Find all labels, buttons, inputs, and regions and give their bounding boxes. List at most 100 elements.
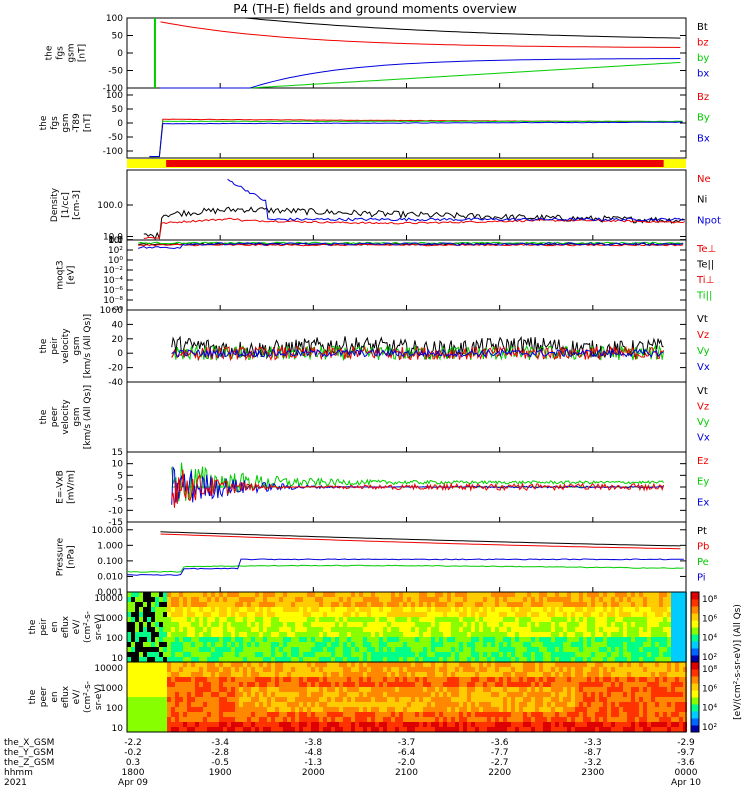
spectrogram-cell [459, 672, 463, 677]
spectrogram-cell [143, 607, 147, 612]
spectrogram-cell [419, 722, 423, 727]
spectrogram-cell [543, 707, 547, 712]
spectrogram-cell [387, 707, 391, 712]
spectrogram-cell [235, 727, 239, 732]
spectrogram-cell [579, 627, 583, 632]
spectrogram-cell [175, 627, 179, 632]
spectrogram-cell [495, 687, 499, 692]
spectrogram-cell [451, 727, 455, 732]
spectrogram-cell [571, 622, 575, 627]
spectrogram-cell [435, 647, 439, 652]
spectrogram-cell [667, 692, 671, 697]
spectrogram-cell [167, 717, 171, 722]
spectrogram-cell [559, 652, 563, 657]
spectrogram-cell [579, 657, 583, 662]
spectrogram-cell [139, 667, 143, 672]
spectrogram-cell [251, 592, 255, 597]
spectrogram-cell [411, 662, 415, 667]
spectrogram-cell [523, 662, 527, 667]
spectrogram-cell [507, 642, 511, 647]
y-tick-label: 1000 [100, 614, 123, 624]
spectrogram-cell [535, 642, 539, 647]
spectrogram-cell [495, 717, 499, 722]
spectrogram-cell [491, 607, 495, 612]
spectrogram-cell [439, 677, 443, 682]
spectrogram-cell [355, 727, 359, 732]
spectrogram-cell [251, 652, 255, 657]
spectrogram-cell [639, 722, 643, 727]
spectrogram-cell [499, 707, 503, 712]
spectrogram-cell [567, 697, 571, 702]
spectrogram-cell [295, 667, 299, 672]
spectrogram-cell [199, 727, 203, 732]
spectrogram-cell [423, 682, 427, 687]
spectrogram-cell [535, 607, 539, 612]
spectrogram-cell [559, 612, 563, 617]
series-line [138, 242, 684, 250]
spectrogram-cell [167, 667, 171, 672]
x-tick-label: -3.6 [491, 738, 509, 748]
spectrogram-cell [159, 702, 163, 707]
spectrogram-cell [223, 652, 227, 657]
legend-entry: Pe [697, 557, 709, 568]
spectrogram-cell [175, 592, 179, 597]
spectrogram-cell [315, 717, 319, 722]
spectrogram-cell [487, 677, 491, 682]
spectrogram-cell [151, 712, 155, 717]
spectrogram-cell [191, 727, 195, 732]
spectrogram-cell [207, 637, 211, 642]
spectrogram-cell [283, 672, 287, 677]
spectrogram-cell [635, 652, 639, 657]
spectrogram-cell [627, 677, 631, 682]
spectrogram-cell [663, 687, 667, 692]
spectrogram-cell [359, 612, 363, 617]
spectrogram-cell [275, 657, 279, 662]
spectrogram-cell [651, 667, 655, 672]
series-line [126, 564, 684, 573]
spectrogram-cell [139, 612, 143, 617]
spectrogram-cell [399, 642, 403, 647]
spectrogram-cell [283, 687, 287, 692]
spectrogram-cell [507, 677, 511, 682]
spectrogram-cell [375, 617, 379, 622]
colorbar-tick: 10⁶ [702, 614, 717, 624]
spectrogram-cell [411, 637, 415, 642]
legend-entry: Te|| [696, 260, 714, 271]
spectrogram-cell [591, 717, 595, 722]
spectrogram-cell [543, 597, 547, 602]
spectrogram-cell [639, 627, 643, 632]
spectrogram-cell [547, 592, 551, 597]
spectrogram-cell [175, 602, 179, 607]
y-axis-label: [cm-3] [72, 190, 82, 220]
spectrogram-cell [167, 692, 171, 697]
spectrogram-cell [159, 657, 163, 662]
spectrogram-cell [447, 592, 451, 597]
spectrogram-cell [555, 607, 559, 612]
spectrogram-cell [675, 692, 679, 697]
spectrogram-cell [579, 702, 583, 707]
spectrogram-cell [259, 662, 263, 667]
spectrogram-cell [195, 652, 199, 657]
spectrogram-cell [263, 627, 267, 632]
spectrogram-cell [451, 642, 455, 647]
spectrogram-cell [211, 657, 215, 662]
spectrogram-cell [243, 672, 247, 677]
spectrogram-cell [527, 687, 531, 692]
spectrogram-cell [383, 672, 387, 677]
spectrogram-cell [547, 657, 551, 662]
spectrogram-cell [631, 612, 635, 617]
spectrogram-cell [647, 612, 651, 617]
spectrogram-cell [299, 602, 303, 607]
spectrogram-cell [231, 702, 235, 707]
spectrogram-cell [279, 692, 283, 697]
spectrogram-cell [523, 692, 527, 697]
spectrogram-cell [671, 717, 675, 722]
spectrogram-cell [255, 622, 259, 627]
spectrogram-cell [235, 642, 239, 647]
spectrogram-cell [335, 627, 339, 632]
spectrogram-cell [155, 652, 159, 657]
spectrogram-cell [615, 657, 619, 662]
spectrogram-cell [679, 607, 683, 612]
spectrogram-cell [299, 662, 303, 667]
spectrogram-cell [135, 667, 139, 672]
